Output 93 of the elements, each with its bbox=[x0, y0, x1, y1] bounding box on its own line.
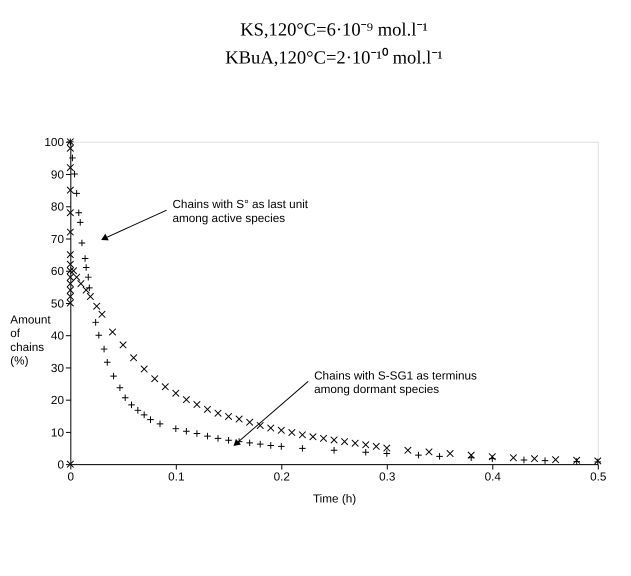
point bbox=[82, 286, 90, 294]
point bbox=[330, 436, 338, 444]
point bbox=[320, 434, 328, 442]
point bbox=[246, 439, 254, 447]
point bbox=[66, 164, 74, 172]
point bbox=[298, 431, 306, 439]
point bbox=[92, 318, 100, 326]
point bbox=[130, 354, 138, 362]
y-tick-label: 50 bbox=[50, 297, 64, 310]
point bbox=[72, 273, 80, 281]
point bbox=[76, 218, 84, 226]
point bbox=[66, 186, 74, 194]
y-tick-label: 90 bbox=[50, 168, 64, 182]
x-tick-label: 0.2 bbox=[274, 470, 290, 484]
annotation: Chains with S° as last unit among active species bbox=[172, 198, 309, 225]
chart-subtitle: KBuA,120°C=2·10⁻¹⁰ mol.l⁻¹ bbox=[225, 48, 443, 69]
point bbox=[214, 409, 222, 417]
point bbox=[266, 424, 275, 432]
x-tick-label: 0.5 bbox=[590, 470, 607, 484]
point bbox=[86, 292, 94, 300]
point bbox=[182, 428, 190, 436]
point bbox=[182, 396, 190, 404]
point bbox=[150, 374, 158, 382]
point bbox=[372, 442, 380, 450]
point bbox=[140, 411, 148, 419]
point bbox=[140, 365, 148, 373]
point bbox=[204, 406, 212, 414]
point bbox=[95, 331, 103, 339]
y-tick-label: 60 bbox=[50, 265, 64, 278]
point bbox=[134, 406, 142, 414]
point bbox=[362, 448, 370, 456]
y-tick-label: 0 bbox=[57, 458, 64, 472]
point bbox=[66, 228, 74, 236]
point bbox=[414, 451, 422, 459]
x-tick-label: 0.4 bbox=[484, 470, 502, 484]
point bbox=[446, 450, 454, 458]
point bbox=[278, 442, 286, 450]
point bbox=[404, 446, 412, 454]
point bbox=[224, 436, 232, 444]
point bbox=[193, 400, 201, 408]
point bbox=[425, 448, 433, 456]
point bbox=[256, 440, 264, 448]
point bbox=[204, 432, 212, 440]
y-tick-label: 40 bbox=[50, 330, 64, 343]
point bbox=[436, 452, 444, 460]
point bbox=[75, 208, 83, 216]
y-tick-label: 20 bbox=[50, 394, 64, 408]
point bbox=[119, 341, 127, 349]
x-axis-title: Time (h) bbox=[312, 492, 356, 506]
y-tick-label: 30 bbox=[50, 362, 64, 375]
point bbox=[340, 438, 348, 446]
point bbox=[510, 454, 518, 462]
y-tick-label: 80 bbox=[50, 200, 64, 214]
point bbox=[84, 273, 92, 281]
point bbox=[108, 328, 116, 336]
point bbox=[66, 208, 74, 216]
point bbox=[162, 383, 170, 391]
point bbox=[172, 424, 180, 432]
point bbox=[72, 190, 80, 198]
y-tick-label: 10 bbox=[50, 426, 64, 440]
point bbox=[92, 302, 100, 310]
point bbox=[330, 446, 338, 454]
point bbox=[116, 384, 124, 392]
point bbox=[467, 451, 475, 459]
point bbox=[351, 439, 359, 447]
point bbox=[66, 250, 74, 258]
x-tick-label: 0.1 bbox=[168, 470, 184, 484]
point bbox=[552, 456, 560, 464]
point bbox=[235, 415, 243, 423]
point bbox=[77, 280, 85, 288]
point bbox=[172, 389, 180, 397]
point bbox=[298, 444, 306, 452]
point bbox=[278, 426, 286, 434]
point bbox=[541, 456, 549, 464]
y-axis-title: Amount of chains (%) bbox=[10, 313, 52, 368]
point bbox=[309, 432, 317, 441]
point bbox=[246, 418, 254, 426]
point bbox=[110, 372, 118, 380]
point bbox=[362, 441, 370, 449]
point bbox=[103, 358, 112, 366]
point bbox=[86, 284, 94, 292]
y-tick-label: 100 bbox=[44, 136, 64, 150]
point bbox=[530, 454, 538, 462]
y-tick-label: 70 bbox=[50, 232, 64, 246]
point bbox=[121, 394, 129, 402]
point bbox=[98, 310, 106, 318]
point bbox=[256, 422, 264, 430]
annotation: Chains with S-SG1 as terminus among dormant species bbox=[314, 369, 478, 396]
chart-title: KS,120°C=6·10⁻⁹ mol.l⁻¹ bbox=[240, 19, 428, 40]
point bbox=[288, 428, 296, 436]
point bbox=[224, 412, 232, 420]
x-tick-label: 0 bbox=[68, 470, 75, 484]
x-tick-label: 0.3 bbox=[379, 470, 396, 484]
